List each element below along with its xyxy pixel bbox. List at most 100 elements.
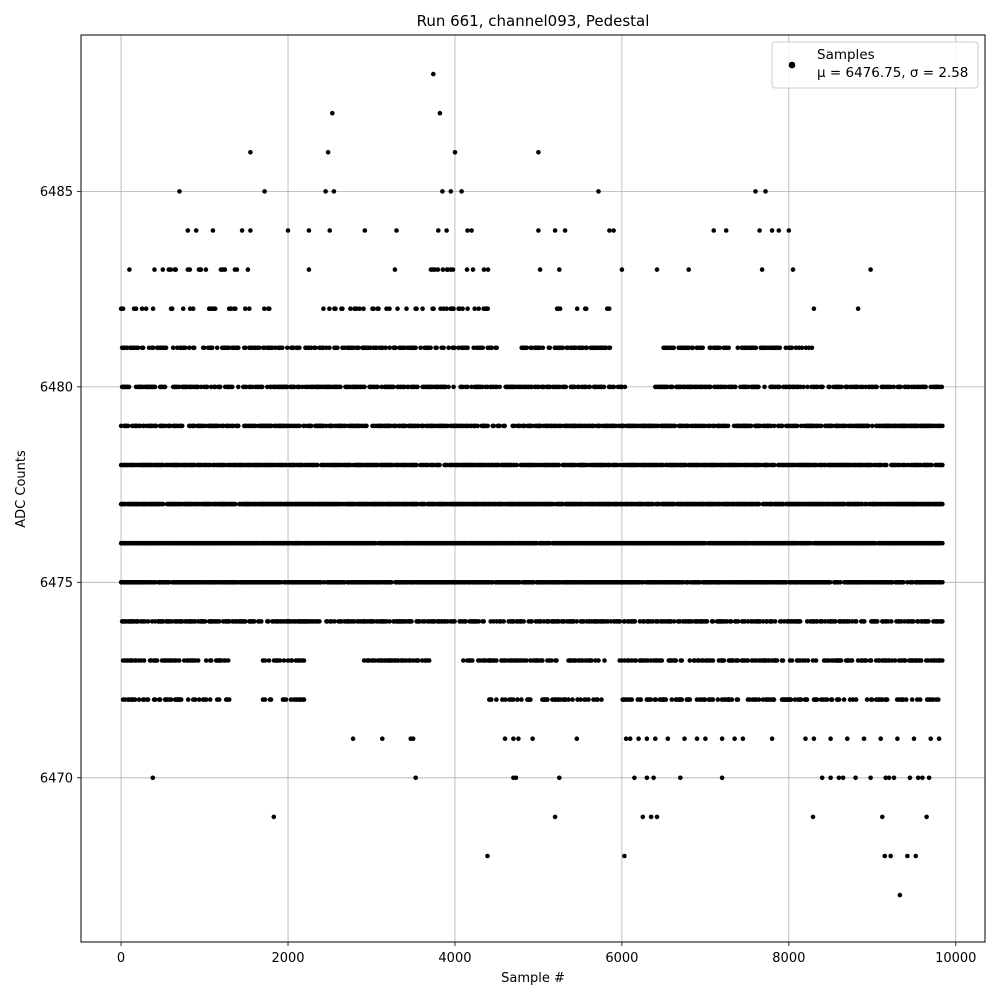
data-point xyxy=(940,423,945,429)
data-point xyxy=(902,658,908,663)
data-point xyxy=(638,697,644,702)
data-point xyxy=(191,345,197,351)
data-point xyxy=(186,345,192,351)
data-point xyxy=(141,658,147,663)
data-point xyxy=(152,384,158,390)
data-point xyxy=(748,423,754,429)
data-point xyxy=(163,345,169,351)
data-point xyxy=(285,345,290,351)
data-point xyxy=(426,658,432,663)
data-point xyxy=(389,580,394,585)
data-point xyxy=(216,697,222,702)
data-point xyxy=(788,697,794,702)
data-point xyxy=(653,697,659,702)
data-point xyxy=(726,345,731,351)
data-point xyxy=(772,619,778,624)
data-point xyxy=(152,697,158,702)
data-point xyxy=(827,580,833,585)
data-point xyxy=(586,697,591,702)
data-point xyxy=(383,345,388,351)
data-point xyxy=(838,658,844,663)
data-point xyxy=(756,697,762,702)
data-point xyxy=(866,423,871,429)
data-point xyxy=(679,697,685,702)
data-point xyxy=(463,619,468,624)
data-point xyxy=(669,697,675,702)
data-point xyxy=(777,384,782,390)
data-point xyxy=(301,697,307,702)
data-point xyxy=(475,423,481,429)
data-point xyxy=(315,462,320,468)
data-point xyxy=(841,697,847,702)
data-point xyxy=(875,619,880,624)
data-point xyxy=(391,384,396,390)
data-point xyxy=(511,697,516,702)
data-point xyxy=(208,658,214,663)
data-point xyxy=(313,345,318,351)
data-point xyxy=(622,384,628,390)
data-point xyxy=(940,501,945,507)
data-point xyxy=(940,462,945,468)
data-point xyxy=(446,345,451,351)
data-point xyxy=(584,345,590,351)
data-point xyxy=(451,384,456,390)
data-point xyxy=(162,384,168,390)
data-point xyxy=(602,658,607,663)
data-point xyxy=(659,658,665,663)
data-point xyxy=(501,619,507,624)
data-point xyxy=(735,658,741,663)
data-point xyxy=(413,345,418,351)
data-point xyxy=(710,697,716,702)
data-point xyxy=(929,462,934,468)
data-point xyxy=(545,697,550,702)
data-point xyxy=(874,384,879,390)
data-point xyxy=(176,658,182,663)
data-point xyxy=(150,345,156,351)
data-point xyxy=(170,345,176,351)
data-point xyxy=(481,619,487,624)
data-point xyxy=(917,697,923,702)
data-point xyxy=(862,619,867,624)
data-point xyxy=(556,462,562,468)
data-point xyxy=(898,384,903,390)
data-point xyxy=(721,658,727,663)
data-point xyxy=(733,384,738,390)
data-point xyxy=(289,658,295,663)
data-point xyxy=(735,345,741,351)
data-point xyxy=(196,697,202,702)
data-point xyxy=(923,384,928,390)
data-point xyxy=(262,697,268,702)
data-point xyxy=(611,384,617,390)
data-point xyxy=(280,345,285,351)
data-point xyxy=(204,384,210,390)
data-point xyxy=(756,501,762,507)
data-point xyxy=(839,384,844,390)
data-point xyxy=(687,658,693,663)
data-point xyxy=(332,619,337,624)
data-point xyxy=(805,384,810,390)
data-point xyxy=(243,345,248,351)
data-point xyxy=(729,697,735,702)
data-point xyxy=(236,423,241,429)
data-point xyxy=(434,345,439,351)
data-point xyxy=(771,423,777,429)
data-point xyxy=(262,658,268,663)
data-point xyxy=(317,619,322,624)
data-point xyxy=(702,697,708,702)
data-point xyxy=(599,697,604,702)
data-point xyxy=(884,462,889,468)
data-point xyxy=(480,345,486,351)
data-point xyxy=(911,619,916,624)
data-point xyxy=(266,658,272,663)
data-point xyxy=(789,658,795,663)
data-point xyxy=(529,619,534,624)
data-point xyxy=(387,619,392,624)
data-point xyxy=(514,462,519,468)
data-point xyxy=(452,619,457,624)
data-point xyxy=(780,658,786,663)
data-point xyxy=(794,423,800,429)
data-point xyxy=(226,697,232,702)
data-point xyxy=(301,658,307,663)
data-point xyxy=(735,697,741,702)
data-point xyxy=(216,619,222,624)
